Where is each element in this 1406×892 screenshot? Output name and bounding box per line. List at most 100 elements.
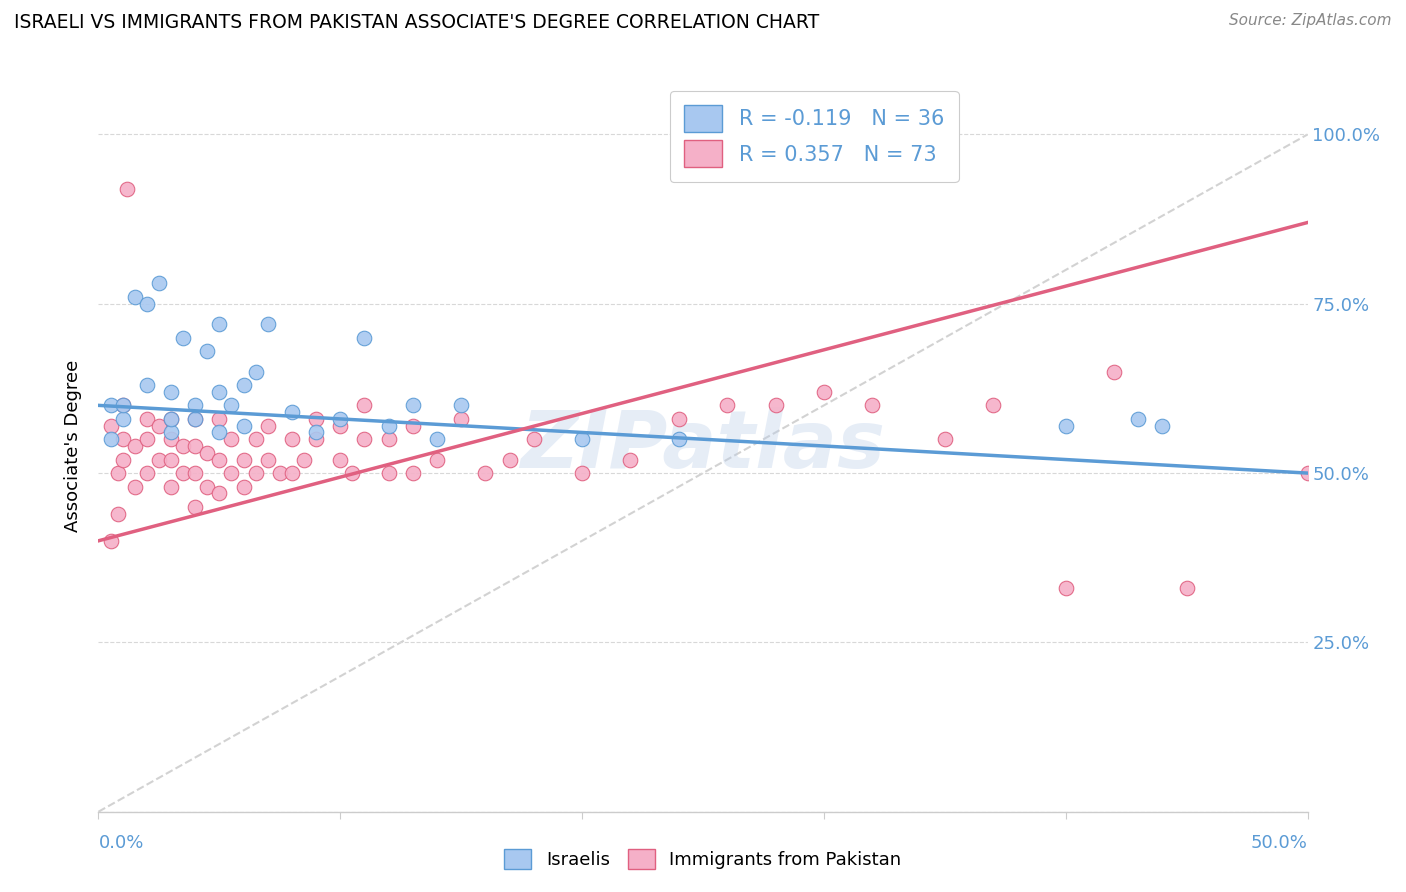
Point: [232, 378, 254, 392]
Point: [208, 317, 231, 331]
Point: [135, 412, 157, 426]
Point: [860, 398, 883, 412]
Point: [377, 432, 399, 446]
Point: [148, 418, 170, 433]
Point: [184, 500, 207, 514]
Point: [160, 412, 183, 426]
Point: [619, 452, 641, 467]
Text: ISRAELI VS IMMIGRANTS FROM PAKISTAN ASSOCIATE'S DEGREE CORRELATION CHART: ISRAELI VS IMMIGRANTS FROM PAKISTAN ASSO…: [14, 13, 820, 32]
Point: [172, 466, 194, 480]
Point: [184, 398, 207, 412]
Point: [208, 452, 231, 467]
Point: [117, 181, 139, 195]
Point: [1152, 418, 1174, 433]
Y-axis label: Associate's Degree: Associate's Degree: [65, 359, 83, 533]
Text: ZIPatlas: ZIPatlas: [520, 407, 886, 485]
Point: [172, 439, 194, 453]
Point: [450, 412, 472, 426]
Point: [111, 432, 134, 446]
Point: [305, 432, 328, 446]
Point: [281, 405, 304, 419]
Point: [377, 418, 399, 433]
Point: [571, 432, 593, 446]
Point: [1102, 364, 1125, 378]
Point: [450, 398, 472, 412]
Point: [402, 398, 425, 412]
Point: [160, 480, 183, 494]
Point: [329, 412, 352, 426]
Point: [208, 425, 231, 440]
Point: [1175, 581, 1198, 595]
Text: 0.0%: 0.0%: [98, 834, 143, 852]
Point: [100, 418, 122, 433]
Point: [135, 466, 157, 480]
Point: [221, 466, 243, 480]
Point: [426, 452, 449, 467]
Point: [269, 466, 291, 480]
Point: [426, 432, 449, 446]
Point: [353, 432, 375, 446]
Point: [765, 398, 787, 412]
Point: [245, 466, 267, 480]
Point: [1054, 581, 1077, 595]
Point: [107, 466, 129, 480]
Point: [107, 507, 129, 521]
Point: [813, 384, 835, 399]
Point: [353, 331, 375, 345]
Text: 50.0%: 50.0%: [1251, 834, 1308, 852]
Text: Source: ZipAtlas.com: Source: ZipAtlas.com: [1229, 13, 1392, 29]
Point: [100, 398, 122, 412]
Point: [245, 432, 267, 446]
Point: [256, 452, 278, 467]
Point: [160, 412, 183, 426]
Point: [498, 452, 520, 467]
Point: [402, 418, 425, 433]
Point: [160, 452, 183, 467]
Point: [184, 412, 207, 426]
Point: [1054, 418, 1077, 433]
Point: [221, 432, 243, 446]
Point: [124, 480, 146, 494]
Point: [195, 344, 218, 359]
Point: [100, 432, 122, 446]
Point: [221, 398, 243, 412]
Point: [208, 412, 231, 426]
Point: [1128, 412, 1150, 426]
Point: [342, 466, 364, 480]
Point: [195, 446, 218, 460]
Point: [474, 466, 496, 480]
Point: [981, 398, 1004, 412]
Point: [716, 398, 738, 412]
Point: [232, 452, 254, 467]
Point: [184, 412, 207, 426]
Point: [100, 533, 122, 548]
Point: [111, 412, 134, 426]
Point: [353, 398, 375, 412]
Point: [305, 425, 328, 440]
Point: [1296, 466, 1319, 480]
Point: [402, 466, 425, 480]
Point: [135, 378, 157, 392]
Point: [305, 412, 328, 426]
Point: [256, 317, 278, 331]
Point: [172, 331, 194, 345]
Point: [208, 486, 231, 500]
Point: [124, 290, 146, 304]
Point: [934, 432, 956, 446]
Point: [329, 452, 352, 467]
Point: [668, 412, 690, 426]
Point: [377, 466, 399, 480]
Point: [329, 418, 352, 433]
Point: [148, 452, 170, 467]
Point: [292, 452, 315, 467]
Point: [111, 452, 134, 467]
Point: [245, 364, 267, 378]
Point: [160, 384, 183, 399]
Legend: Israelis, Immigrants from Pakistan: Israelis, Immigrants from Pakistan: [495, 839, 911, 879]
Point: [195, 480, 218, 494]
Point: [232, 418, 254, 433]
Point: [111, 398, 134, 412]
Point: [135, 432, 157, 446]
Point: [232, 480, 254, 494]
Point: [208, 384, 231, 399]
